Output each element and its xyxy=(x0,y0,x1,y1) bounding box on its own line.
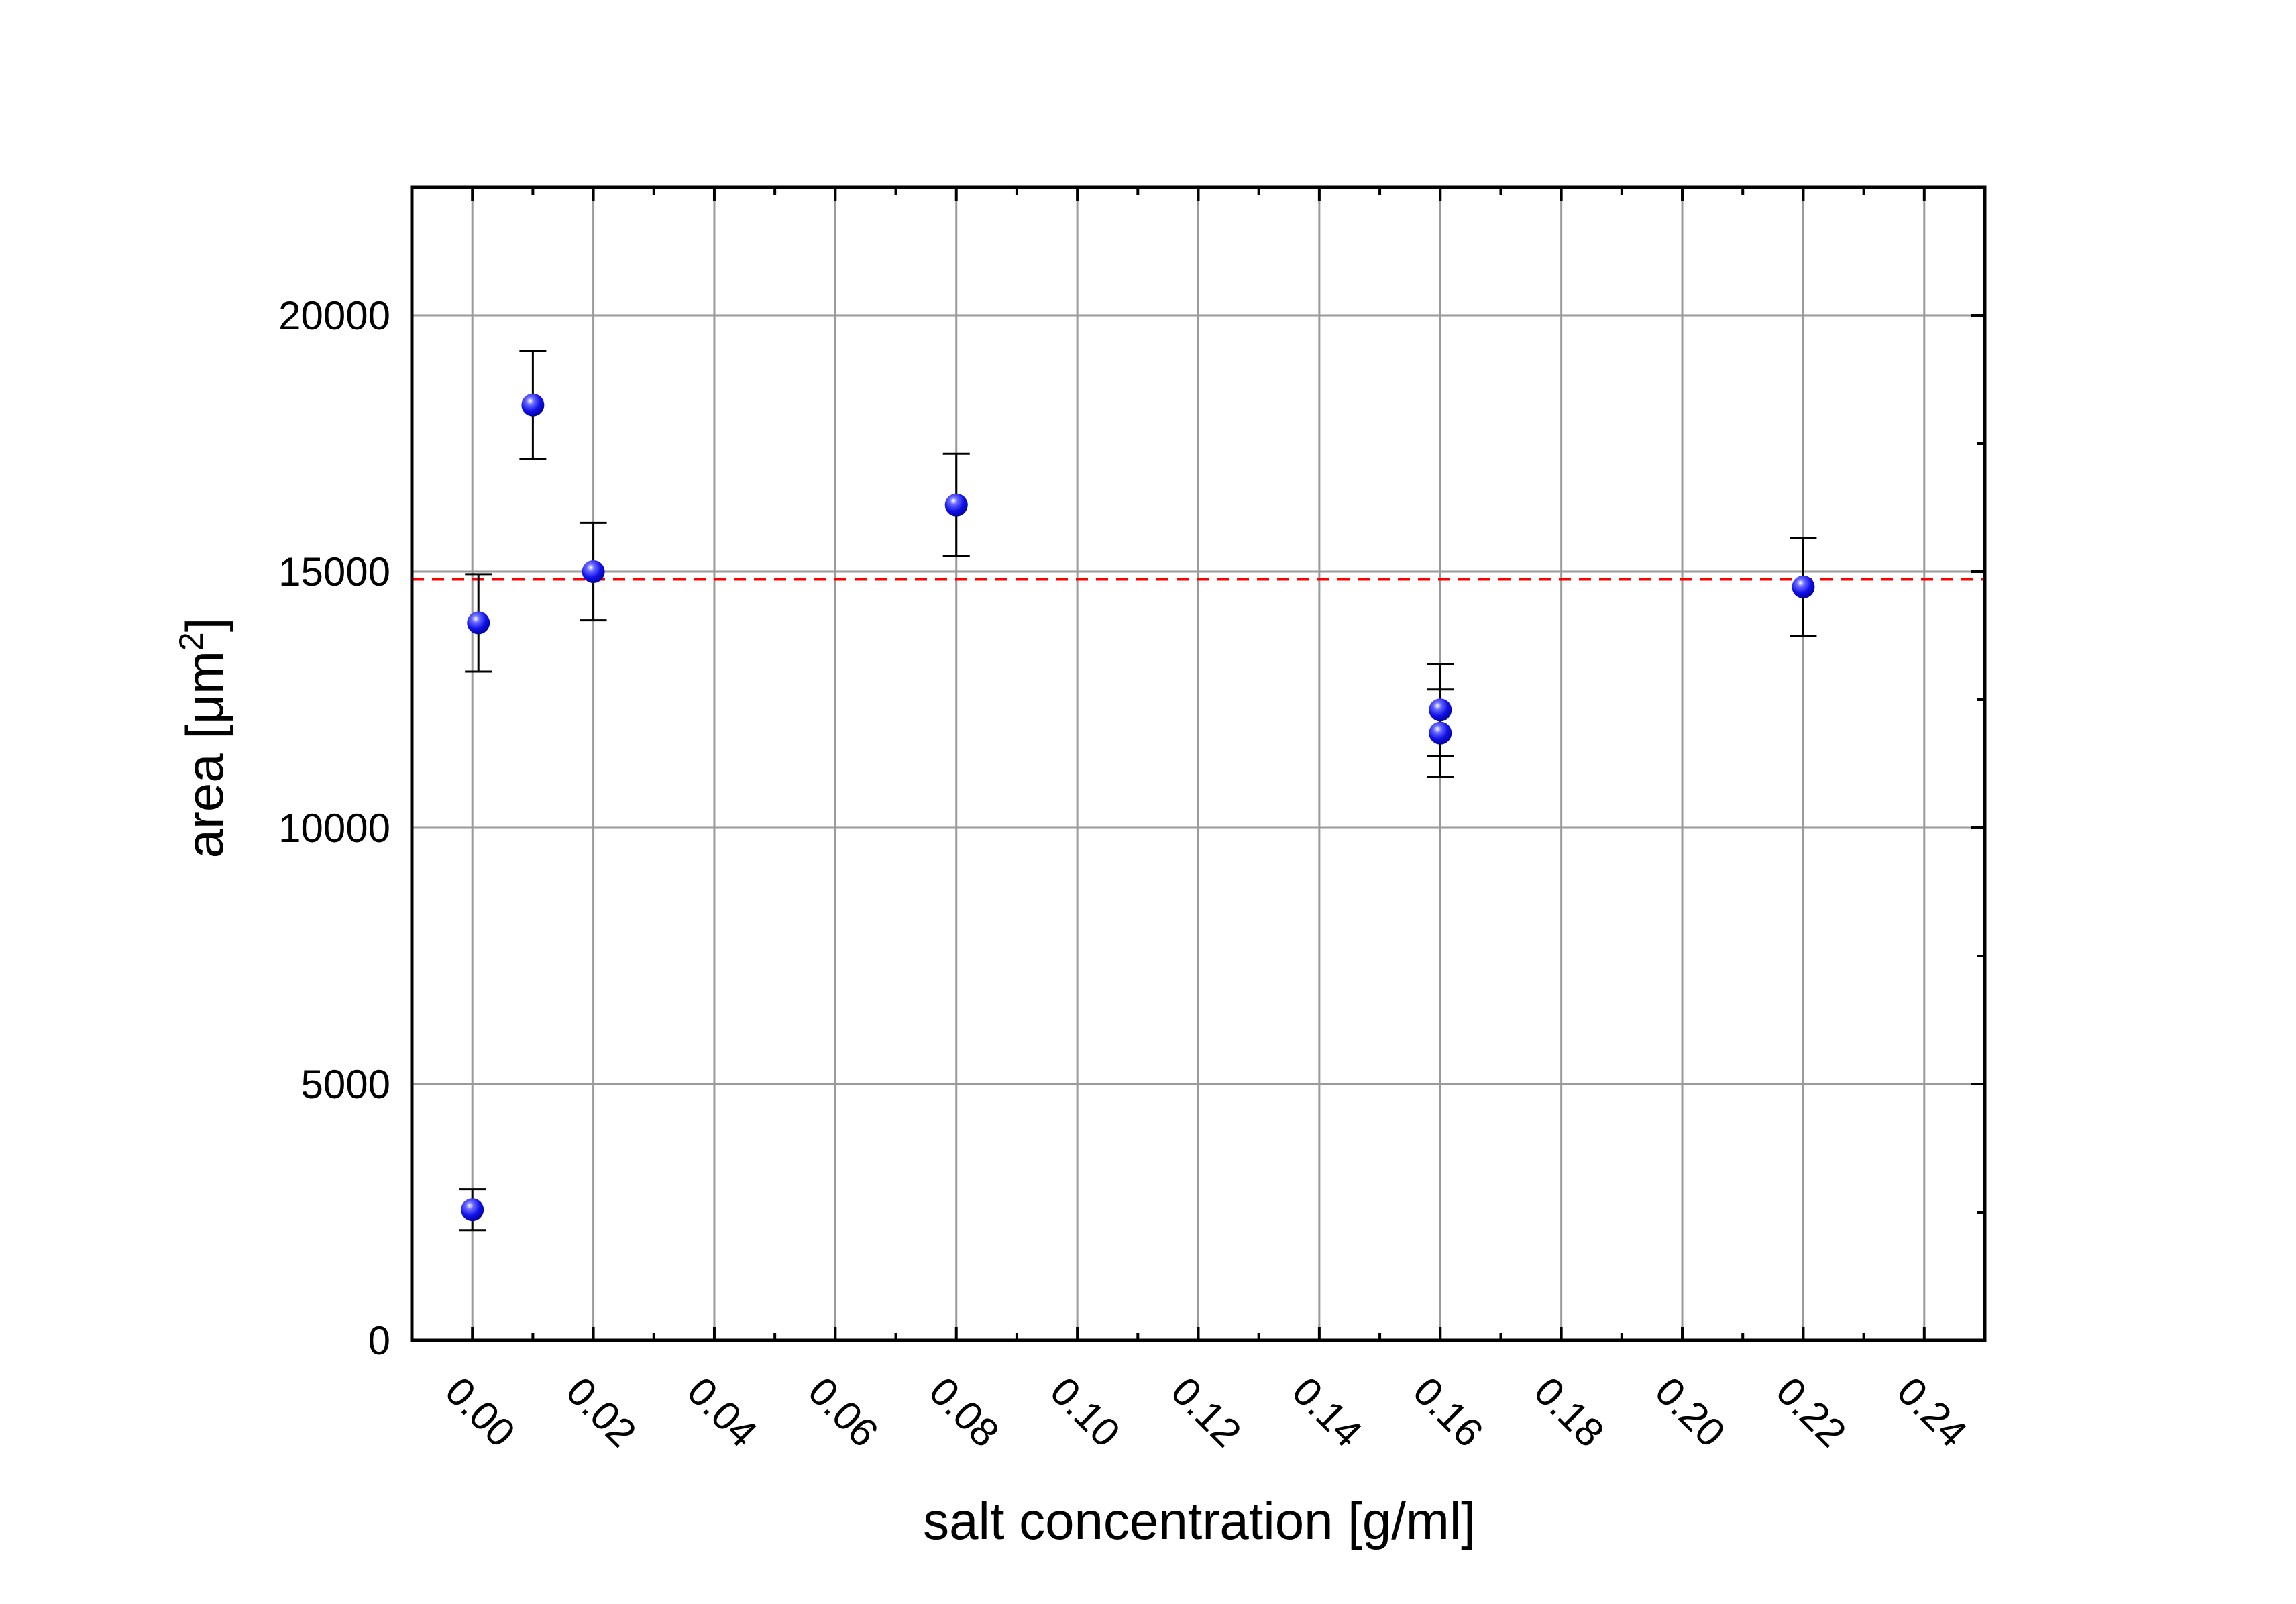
data-point xyxy=(1429,721,1452,745)
error-bars xyxy=(459,350,1817,1232)
y-tick-label: 20000 xyxy=(278,293,390,338)
x-tick-label: 0.14 xyxy=(1284,1369,1371,1456)
y-axis-title-end: ] xyxy=(175,618,234,633)
x-tick-label: 0.04 xyxy=(679,1369,766,1456)
y-tick-label: 15000 xyxy=(278,549,390,594)
y-tick-label: 5000 xyxy=(301,1062,390,1107)
data-points xyxy=(461,393,1815,1222)
data-point xyxy=(1792,575,1815,598)
x-tick-label: 0.12 xyxy=(1162,1369,1250,1456)
axis-ticks xyxy=(471,187,1985,1342)
y-tick-label: 10000 xyxy=(278,806,390,851)
x-tick-label: 0.06 xyxy=(800,1369,887,1456)
x-tick-labels: 0.00 0.02 0.04 0.06 0.08 0.10 0.12 0.14 0.16 0.18… xyxy=(437,1369,1976,1456)
y-axis-title-main: area [μm xyxy=(175,651,234,858)
x-tick-label: 0.02 xyxy=(557,1369,645,1456)
data-point xyxy=(582,560,605,583)
y-axis-title-superscript: 2 xyxy=(172,632,210,651)
x-axis-title: salt concentration [g/ml] xyxy=(923,1491,1476,1550)
data-point xyxy=(1429,698,1452,722)
x-tick-label: 0.20 xyxy=(1647,1369,1734,1456)
y-tick-labels: 0 5000 10000 15000 20000 xyxy=(278,293,390,1363)
y-axis-title: area [μm2] xyxy=(172,618,234,859)
data-point xyxy=(461,1198,484,1222)
x-tick-label: 0.10 xyxy=(1042,1369,1129,1456)
x-tick-label: 0.08 xyxy=(921,1369,1008,1456)
grid-lines xyxy=(412,187,1985,1340)
data-point xyxy=(467,611,490,635)
x-tick-label: 0.22 xyxy=(1767,1369,1855,1456)
y-tick-label: 0 xyxy=(368,1318,390,1363)
data-point xyxy=(944,493,968,517)
x-tick-label: 0.00 xyxy=(437,1369,524,1456)
data-point xyxy=(521,393,545,417)
x-tick-label: 0.24 xyxy=(1889,1369,1976,1456)
x-tick-label: 0.18 xyxy=(1525,1369,1612,1456)
x-tick-label: 0.16 xyxy=(1405,1369,1492,1456)
